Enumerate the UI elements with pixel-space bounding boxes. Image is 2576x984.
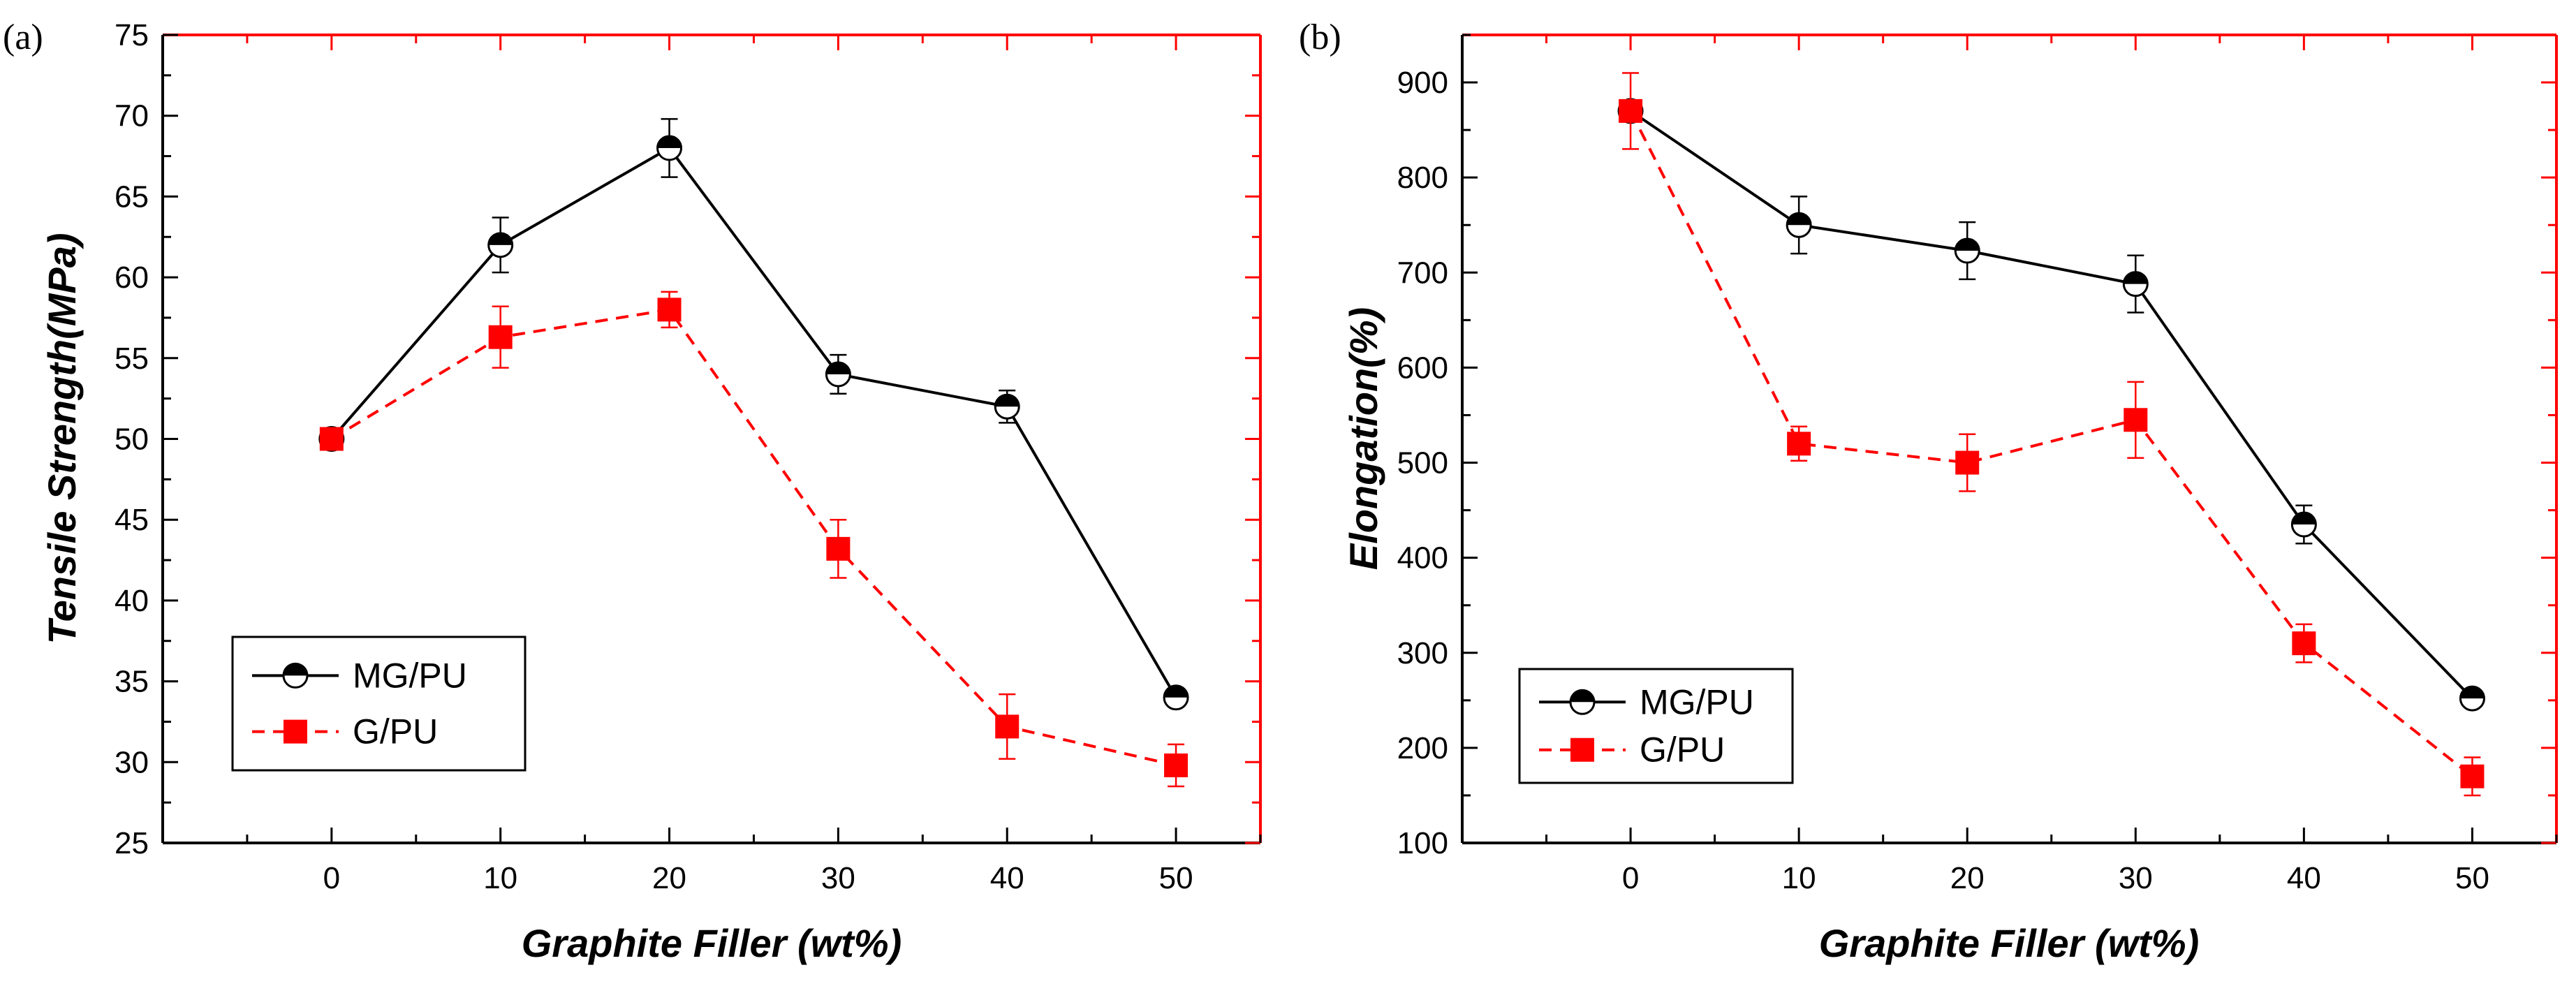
legend: MG/PU G/PU	[1518, 668, 1794, 784]
x-tick-label: 10	[483, 861, 517, 895]
data-point	[2122, 271, 2149, 298]
data-point	[1164, 753, 1188, 777]
legend-entry-g-pu: G/PU	[252, 712, 438, 751]
data-point	[1955, 450, 1980, 475]
legend-label: G/PU	[353, 712, 438, 751]
panel-label: (b)	[1299, 17, 1341, 57]
marker-half-fill	[488, 233, 513, 245]
y-tick-label: 400	[1397, 541, 1448, 575]
data-point	[995, 714, 1020, 739]
series-g-pu	[319, 291, 1188, 788]
data-point	[488, 325, 513, 349]
x-axis-title: Graphite Filler (wt%)	[522, 921, 902, 965]
legend-label: G/PU	[1640, 730, 1725, 770]
data-point	[1786, 212, 1812, 238]
x-tick-label: 10	[1782, 861, 1816, 895]
marker-half-fill	[284, 663, 307, 676]
data-point	[487, 232, 514, 258]
marker-half-fill	[2124, 272, 2148, 284]
y-tick-label: 40	[115, 584, 149, 618]
data-point	[2290, 511, 2317, 538]
y-tick-label: 300	[1397, 636, 1448, 670]
data-point	[1954, 237, 1980, 264]
marker-half-fill	[1570, 690, 1594, 703]
legend-marker	[1570, 737, 1594, 762]
data-point	[319, 427, 344, 451]
series-line	[1629, 110, 2473, 778]
y-tick-label: 700	[1397, 256, 1448, 290]
marker-half-fill	[1955, 238, 1980, 251]
marker-half-fill	[2460, 686, 2485, 699]
legend: MG/PU G/PU	[231, 636, 527, 772]
chart-panel-b: 100 200 300 400 500 600 700 800 900 0 10 20 30 40 50 (b…	[1299, 17, 2558, 965]
series-g-pu	[1619, 72, 2485, 797]
data-point	[2292, 631, 2316, 656]
y-axis-title: Tensile Strength(MPa)	[40, 233, 84, 644]
series-line	[330, 308, 1177, 767]
legend-label: MG/PU	[1640, 682, 1754, 721]
marker-half-fill	[657, 135, 682, 148]
y-tick-label: 200	[1397, 731, 1448, 765]
y-tick-label: 500	[1397, 446, 1448, 480]
x-tick-label: 40	[990, 861, 1024, 895]
series-line	[330, 146, 1177, 698]
series-mg-pu	[318, 118, 1189, 711]
data-point	[2459, 685, 2485, 712]
y-tick-label: 50	[115, 423, 149, 457]
panel-label: (a)	[3, 17, 43, 57]
y-tick-label: 45	[115, 503, 149, 537]
y-tick-label: 600	[1397, 351, 1448, 385]
marker-half-fill	[1164, 685, 1188, 698]
legend-label: MG/PU	[353, 656, 467, 695]
data-point	[1619, 98, 1643, 123]
marker-half-fill	[1787, 213, 1811, 226]
y-axis-title: Elongation(%)	[1341, 307, 1385, 570]
x-tick-label: 0	[1622, 861, 1639, 895]
marker-half-fill	[826, 362, 851, 374]
data-point	[657, 298, 682, 322]
legend-entry-mg-pu: MG/PU	[1539, 682, 1754, 721]
data-point	[656, 135, 683, 161]
y-tick-label: 70	[115, 99, 149, 133]
data-point	[1163, 684, 1189, 711]
series-mg-pu	[1617, 98, 2485, 712]
chart-panel-a: 25 30 35 40 45 50 55 60 65 70 75 0 10 20 30 40 50 (a) Grap…	[3, 17, 1262, 965]
data-point	[994, 393, 1020, 420]
legend-box	[1518, 668, 1794, 784]
y-tick-label: 55	[115, 342, 149, 376]
data-point	[1787, 432, 1811, 456]
x-tick-label: 50	[1159, 861, 1193, 895]
x-tick-label: 0	[323, 861, 340, 895]
marker-half-fill	[995, 395, 1020, 407]
y-tick-label: 900	[1397, 66, 1448, 100]
y-tick-label: 75	[115, 18, 149, 52]
legend-marker	[1569, 689, 1596, 715]
marker-half-fill	[2292, 513, 2316, 525]
data-point	[2460, 764, 2485, 788]
x-tick-label: 20	[652, 861, 686, 895]
legend-entry-mg-pu: MG/PU	[252, 656, 467, 695]
data-point	[2124, 408, 2148, 432]
y-tick-label: 800	[1397, 161, 1448, 195]
data-point	[826, 536, 851, 561]
y-tick-label: 100	[1397, 826, 1448, 860]
x-tick-label: 50	[2455, 861, 2489, 895]
x-axis-title: Graphite Filler (wt%)	[1819, 921, 2200, 965]
y-tick-label: 25	[115, 826, 149, 860]
series-line	[1629, 110, 2473, 700]
x-tick-label: 40	[2287, 861, 2321, 895]
legend-entry-g-pu: G/PU	[1539, 730, 1725, 770]
y-tick-label: 35	[115, 665, 149, 699]
y-tick-label: 65	[115, 179, 149, 214]
legend-box	[231, 636, 527, 772]
x-tick-label: 30	[821, 861, 855, 895]
x-tick-label: 30	[2119, 861, 2153, 895]
legend-marker	[282, 662, 309, 689]
x-tick-label: 20	[1950, 861, 1985, 895]
y-tick-label: 60	[115, 260, 149, 295]
legend-marker	[284, 719, 307, 744]
data-point	[825, 361, 851, 388]
y-tick-label: 30	[115, 745, 149, 779]
